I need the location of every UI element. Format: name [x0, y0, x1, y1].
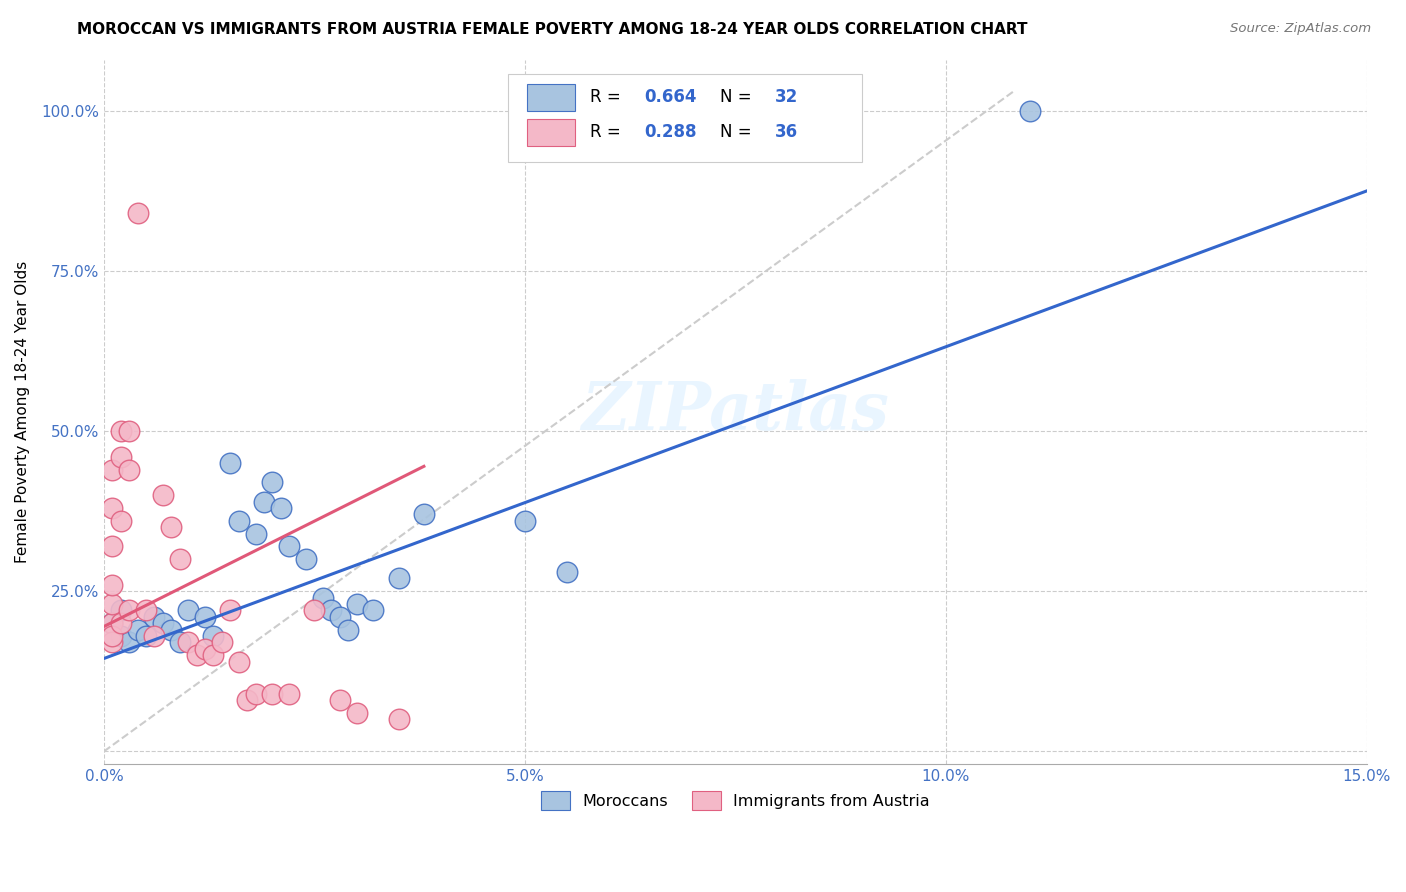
- Point: [228, 514, 250, 528]
- Point: [110, 424, 132, 438]
- Point: [388, 571, 411, 585]
- Point: [278, 687, 301, 701]
- Point: [262, 687, 284, 701]
- Point: [304, 603, 326, 617]
- Point: [152, 616, 174, 631]
- Point: [101, 629, 124, 643]
- Point: [127, 623, 149, 637]
- Point: [555, 565, 578, 579]
- FancyBboxPatch shape: [508, 74, 862, 161]
- Point: [1019, 103, 1042, 118]
- Point: [110, 629, 132, 643]
- Point: [110, 514, 132, 528]
- Point: [346, 706, 368, 720]
- Point: [101, 616, 124, 631]
- Point: [388, 712, 411, 726]
- Point: [245, 687, 267, 701]
- Point: [312, 591, 335, 605]
- Point: [101, 462, 124, 476]
- Point: [253, 494, 276, 508]
- Text: N =: N =: [720, 88, 756, 106]
- Point: [194, 610, 217, 624]
- Point: [329, 610, 352, 624]
- Y-axis label: Female Poverty Among 18-24 Year Olds: Female Poverty Among 18-24 Year Olds: [15, 260, 30, 563]
- Point: [101, 500, 124, 515]
- Point: [101, 635, 124, 649]
- Legend: Moroccans, Immigrants from Austria: Moroccans, Immigrants from Austria: [534, 785, 936, 816]
- Text: R =: R =: [591, 88, 626, 106]
- Point: [143, 610, 166, 624]
- Bar: [527, 84, 575, 111]
- Point: [110, 450, 132, 464]
- Point: [127, 206, 149, 220]
- Point: [270, 500, 292, 515]
- Point: [110, 616, 132, 631]
- Point: [118, 635, 141, 649]
- Point: [262, 475, 284, 490]
- Point: [160, 520, 183, 534]
- Point: [101, 540, 124, 554]
- Text: R =: R =: [591, 123, 626, 141]
- Point: [295, 552, 318, 566]
- Point: [101, 616, 124, 631]
- Point: [211, 635, 233, 649]
- Point: [152, 488, 174, 502]
- Point: [278, 540, 301, 554]
- Point: [118, 603, 141, 617]
- Bar: [527, 120, 575, 146]
- Text: Source: ZipAtlas.com: Source: ZipAtlas.com: [1230, 22, 1371, 36]
- Point: [110, 603, 132, 617]
- Point: [202, 648, 225, 663]
- Point: [186, 648, 208, 663]
- Point: [143, 629, 166, 643]
- Text: 0.288: 0.288: [644, 123, 697, 141]
- Point: [321, 603, 343, 617]
- Point: [337, 623, 360, 637]
- Point: [101, 597, 124, 611]
- Text: 36: 36: [775, 123, 797, 141]
- Text: ZIPatlas: ZIPatlas: [582, 379, 890, 444]
- Point: [219, 603, 242, 617]
- Point: [245, 526, 267, 541]
- Point: [228, 655, 250, 669]
- Point: [160, 623, 183, 637]
- Point: [412, 508, 434, 522]
- Text: 32: 32: [775, 88, 797, 106]
- Text: N =: N =: [720, 123, 756, 141]
- Point: [236, 693, 259, 707]
- Point: [135, 603, 157, 617]
- Point: [135, 629, 157, 643]
- Point: [346, 597, 368, 611]
- Point: [363, 603, 385, 617]
- Point: [513, 514, 536, 528]
- Point: [101, 578, 124, 592]
- Point: [194, 641, 217, 656]
- Point: [177, 603, 200, 617]
- Point: [329, 693, 352, 707]
- Point: [118, 424, 141, 438]
- Point: [169, 635, 191, 649]
- Point: [202, 629, 225, 643]
- Point: [177, 635, 200, 649]
- Text: MOROCCAN VS IMMIGRANTS FROM AUSTRIA FEMALE POVERTY AMONG 18-24 YEAR OLDS CORRELA: MOROCCAN VS IMMIGRANTS FROM AUSTRIA FEMA…: [77, 22, 1028, 37]
- Point: [118, 462, 141, 476]
- Point: [169, 552, 191, 566]
- Text: 0.664: 0.664: [644, 88, 697, 106]
- Point: [219, 456, 242, 470]
